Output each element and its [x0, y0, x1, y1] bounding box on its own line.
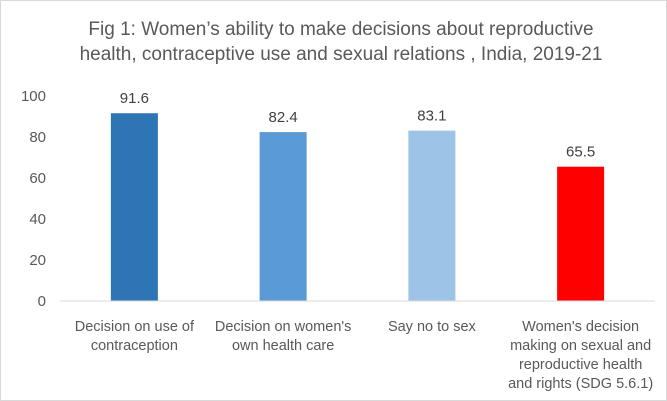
y-tick-label: 0: [38, 293, 46, 310]
bar: [110, 113, 158, 301]
chart-title-line-2: health, contraceptive use and sexual rel…: [79, 44, 603, 65]
category-label-line: Women's decision: [522, 319, 639, 335]
category-label-line: Decision on women's: [215, 319, 352, 335]
category-label-line: making on sexual and: [510, 338, 651, 354]
y-tick-label: 60: [29, 170, 46, 187]
category-label-line: and rights (SDG 5.6.1): [508, 376, 653, 392]
y-tick-label: 40: [29, 211, 46, 228]
chart-title: Fig 1: Women’s ability to make decisions…: [41, 17, 641, 67]
category-label: Decision on women's own health care: [215, 319, 352, 354]
data-label: 65.5: [566, 144, 595, 161]
y-tick-label: 100: [21, 88, 46, 105]
data-label: 82.4: [269, 109, 298, 126]
category-label-line: reproductive health: [519, 357, 642, 373]
data-label: 83.1: [417, 108, 446, 125]
category-label: Say no to sex: [388, 319, 477, 335]
category-label-line: Say no to sex: [388, 319, 477, 335]
data-label: 91.6: [120, 90, 149, 107]
bar: [557, 166, 605, 301]
bar: [408, 130, 456, 301]
y-tick-label: 20: [29, 252, 46, 269]
category-label-line: own health care: [232, 338, 334, 354]
chart-title-line-1: Fig 1: Women’s ability to make decisions…: [88, 19, 594, 40]
category-label: Women's decision making on sexual and repr…: [508, 319, 653, 392]
bar: [259, 132, 307, 301]
category-label-line: Decision on use of: [75, 319, 195, 335]
category-label: Decision on use of contraception: [75, 319, 195, 354]
y-tick-label: 80: [29, 129, 46, 146]
category-label-line: contraception: [91, 338, 178, 354]
